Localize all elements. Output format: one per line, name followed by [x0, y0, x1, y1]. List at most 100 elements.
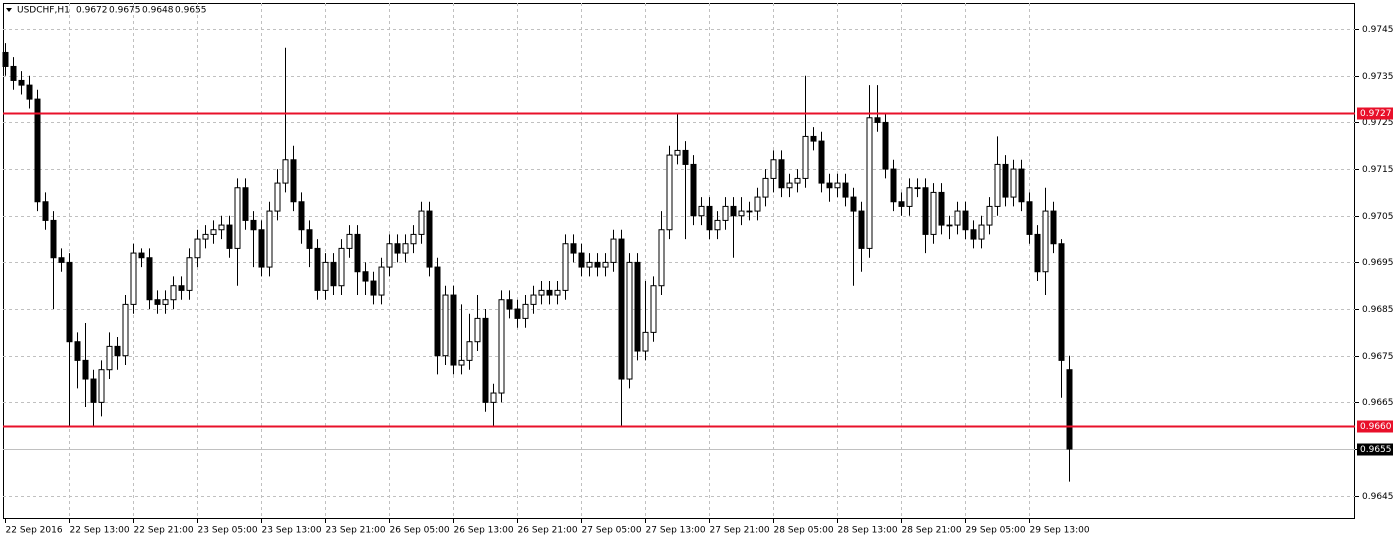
candle-body — [306, 229, 313, 249]
candle-body — [290, 159, 297, 203]
x-tick-label: 28 Sep 05:00 — [774, 526, 834, 536]
candle-body — [1066, 369, 1073, 450]
candle-body — [66, 261, 73, 343]
candle-body — [346, 233, 353, 249]
candle-body — [690, 163, 697, 217]
candle-body — [258, 229, 265, 268]
candle-body — [666, 154, 673, 231]
candle-body — [738, 210, 745, 217]
x-tick-label: 28 Sep 13:00 — [838, 526, 898, 536]
candle-body — [946, 224, 953, 227]
candle-body — [1058, 243, 1065, 361]
candle-body — [714, 219, 721, 231]
candle-body — [546, 289, 553, 296]
candle-body — [170, 285, 177, 301]
x-tick-label: 23 Sep 13:00 — [262, 526, 322, 536]
y-tick-label: 0.9645 — [1362, 492, 1394, 502]
candle-body — [658, 229, 665, 287]
candle-body — [226, 224, 233, 249]
candle-body — [602, 261, 609, 268]
candle-body — [594, 261, 601, 268]
ohlc-high: 0.9675 — [109, 6, 141, 16]
candle-body — [874, 117, 881, 123]
x-tick-label: 29 Sep 13:00 — [1030, 526, 1090, 536]
candle-body — [786, 182, 793, 189]
candle-body — [130, 252, 137, 305]
ohlc-open: 0.9672 — [76, 6, 108, 16]
x-tick-label: 22 Sep 13:00 — [70, 526, 130, 536]
level-label-box — [1357, 107, 1393, 120]
candle-body — [90, 378, 97, 403]
menu-arrow[interactable] — [6, 8, 12, 12]
candle-body — [1010, 168, 1017, 198]
bid-label-box — [1357, 443, 1393, 456]
y-tick-label: 0.9715 — [1362, 165, 1394, 175]
candle-body — [250, 219, 257, 231]
candle-body — [778, 159, 785, 189]
candle-body — [322, 261, 329, 291]
candle-body — [1018, 168, 1025, 203]
candle-body — [730, 205, 737, 217]
candle-body — [186, 257, 193, 291]
candle-body — [826, 182, 833, 189]
candle-body — [794, 177, 801, 184]
candle-body — [762, 177, 769, 198]
level-label: 0.9660 — [1360, 422, 1392, 432]
candle-body — [498, 299, 505, 394]
candle-body — [274, 182, 281, 212]
candle-body — [18, 79, 25, 86]
candle-body — [834, 182, 841, 189]
candle-body — [386, 243, 393, 268]
candle-body — [986, 205, 993, 226]
x-tick-label: 28 Sep 21:00 — [902, 526, 962, 536]
candle-body — [410, 233, 417, 245]
candle-body — [506, 299, 513, 310]
candle-body — [234, 187, 241, 249]
candle-body — [298, 201, 305, 231]
candle-body — [146, 257, 153, 301]
candle-body — [378, 266, 385, 296]
x-tick-label: 27 Sep 05:00 — [582, 526, 642, 536]
candle-body — [722, 205, 729, 221]
candle-body — [570, 243, 577, 254]
x-tick-label: 27 Sep 13:00 — [646, 526, 706, 536]
candle-body — [930, 191, 937, 235]
candle-body — [266, 210, 273, 268]
candle-body — [842, 182, 849, 198]
candle-body — [514, 308, 521, 319]
candle-body — [282, 159, 289, 184]
candle-body — [314, 247, 321, 291]
candle-body — [898, 201, 905, 207]
candle-body — [162, 299, 169, 305]
candle-body — [674, 149, 681, 156]
candle-body — [114, 345, 121, 357]
x-tick-label: 22 Sep 21:00 — [134, 526, 194, 536]
plot-frame — [3, 3, 1355, 519]
candle-body — [810, 135, 817, 142]
candle-body — [522, 303, 529, 319]
candle-body — [922, 187, 929, 235]
candle-body — [634, 261, 641, 352]
candle-body — [866, 117, 873, 249]
candle-body — [754, 196, 761, 212]
candle-body — [362, 271, 369, 282]
candle-body — [1026, 201, 1033, 235]
y-tick-label: 0.9675 — [1362, 352, 1394, 362]
candle-body — [858, 210, 865, 249]
candle-body — [210, 229, 217, 235]
candle-body — [746, 210, 753, 213]
candle-body — [650, 285, 657, 333]
candle-body — [10, 65, 17, 81]
candle-body — [354, 233, 361, 273]
candle-body — [530, 294, 537, 305]
candle-body — [242, 187, 249, 221]
candle-body — [1050, 210, 1057, 245]
candle-body — [34, 98, 41, 203]
candle-body — [394, 243, 401, 254]
candle-body — [906, 187, 913, 207]
candle-body — [202, 233, 209, 240]
candle-body — [402, 243, 409, 254]
candle-body — [978, 224, 985, 240]
candle-body — [122, 303, 129, 357]
candle-body — [434, 266, 441, 357]
